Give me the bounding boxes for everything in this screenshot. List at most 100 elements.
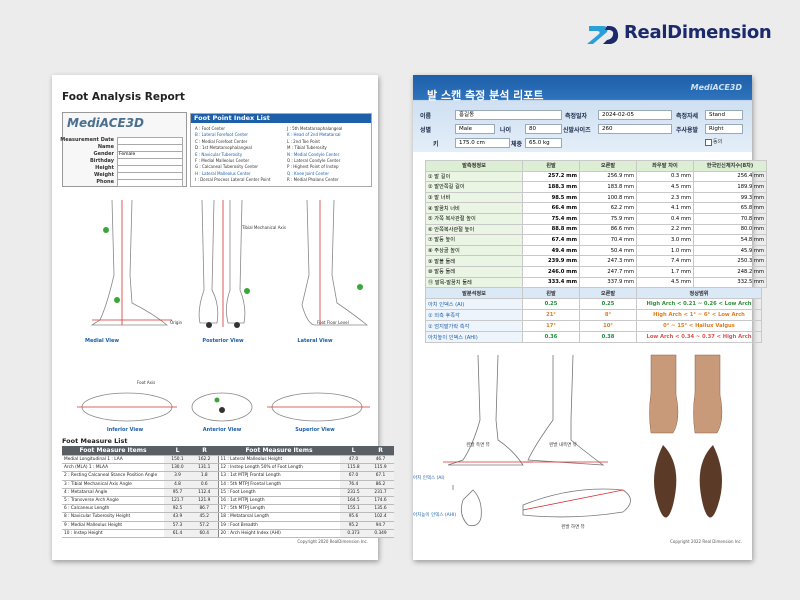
table-cell: 100.8 mm [579, 191, 637, 204]
table-cell: 189.9 mm [693, 181, 767, 193]
table-row: ① 발 길이 257.2 mm 256.9 mm 0.3 mm 256.4 mm [425, 170, 767, 183]
info-value: 260 [598, 124, 672, 134]
table-cell: 0.25 [522, 298, 580, 310]
table-row: ② 엄지발가락 측각 17° 10° 0° ~ 15° < Hallux Valgus [425, 320, 762, 332]
header-cell: R [191, 446, 218, 456]
table-cell: 155.1 [340, 504, 367, 514]
table-row: 5 : Transverse Arch Angle 121.7 121.9 16 : … [62, 496, 394, 506]
table-cell: 112.4 [191, 488, 218, 497]
table-cell: 2 : Resting Calcaneal Stance Position An… [62, 471, 164, 481]
point-index-item: C : Medial Forefoot Center [195, 138, 248, 144]
table-cell: 98.5 mm [522, 191, 580, 204]
table-cell: 94.7 [367, 521, 394, 530]
table-cell: 50.4 mm [579, 244, 637, 257]
table-cell: 95.2 [340, 521, 367, 530]
header-cell: 왼발 [522, 160, 580, 172]
table-cell: 1.0 mm [636, 244, 694, 257]
table-cell: 67.0 [340, 471, 367, 481]
point-index-item: N : Medial Condyle Center [287, 151, 340, 157]
header-cell: R [367, 446, 394, 456]
header-cell: 오른발 [579, 160, 637, 172]
table-cell: 130.0 [164, 463, 191, 473]
table-cell: 164.5 [340, 496, 367, 506]
table-cell: 239.9 mm [522, 255, 580, 267]
table-cell: ② 엄지발가락 측각 [425, 320, 523, 332]
info-value: Stand [705, 110, 743, 120]
diagram-label: 왼발 측면 뷰 [466, 443, 490, 448]
info-label: 측정자세 [676, 113, 699, 120]
table-cell: 75.9 mm [579, 212, 637, 225]
table-row: ⑤ 가쪽 복사관절 높이 75.4 mm 75.9 mm 0.4 mm 70.8 mm [425, 212, 767, 225]
table-row: ④ 발꿈치 너비 66.4 mm 62.2 mm 4.1 mm 65.8 mm [425, 202, 767, 214]
copyright: Copyright 2022 Real Dimension Inc. [670, 539, 742, 544]
point-index-item: E : Navicular Tuberosity [195, 151, 243, 157]
info-value: 80 [525, 124, 562, 134]
point-index-item: D : 1st Metatarsophalangeal [195, 145, 252, 151]
table-cell: Arch (MLA) 1 : MLAA [62, 463, 164, 473]
table-cell: 76.4 [340, 480, 367, 489]
table-cell: 248.2 mm [693, 265, 767, 278]
table-cell: 121.9 [191, 496, 218, 506]
diagram-label: Foot Axis [137, 380, 156, 385]
table-row: ② 발안쪽길 길이 188.3 mm 183.8 mm 4.5 mm 189.9 mm [425, 181, 767, 193]
table-cell: 257.2 mm [522, 170, 580, 183]
table-cell: 3 : Tibial Mechanical Axis Angle [62, 480, 164, 489]
table-cell: 88.8 mm [522, 223, 580, 236]
table-cell: 4.1 mm [636, 202, 694, 214]
field-label: Weight [94, 172, 114, 178]
table-cell: 70.8 mm [693, 212, 767, 225]
point-index-item: A : Foot Center [195, 126, 225, 131]
field-label: Measurement Date [60, 137, 114, 143]
table-cell: 0.349 [367, 529, 394, 538]
table-cell: 0° ~ 15° < Hallux Valgus [636, 320, 762, 332]
table-cell: 45.9 mm [693, 244, 767, 257]
table-cell: 10° [579, 320, 637, 332]
view-label: Posterior View [202, 338, 244, 344]
point-index-item: O : Lateral Condyle Center [287, 158, 341, 163]
measure-table: Foot Measure Items L R Foot Measure Items L R… [62, 446, 394, 538]
table-cell: ⑨ 발볼 둘레 [425, 255, 523, 267]
view-label: Superior View [295, 427, 335, 433]
info-value: Right [705, 124, 743, 134]
table-cell: 0.38 [579, 331, 637, 343]
field-label: Name [97, 144, 114, 150]
table-cell: 231.5 [340, 488, 367, 497]
consent-label: 동의 [713, 139, 723, 145]
table-cell: Low Arch < 0.34 ~ 0.37 < High Arch [636, 331, 762, 343]
table-cell: 95.6 [340, 512, 367, 522]
table-cell: 135.6 [367, 504, 394, 514]
report-title: Foot Analysis Report [62, 91, 185, 103]
field-value: Female [119, 151, 136, 157]
header-row: Foot Measure Items L R Foot Measure Items L R [62, 446, 394, 456]
table-cell: ⑥ 안쪽복사관절 높이 [425, 223, 523, 236]
point-index-title: Foot Point Index List [191, 114, 371, 123]
point-index-item: P : Highest Point of Instep [287, 164, 339, 170]
table-cell: 57.2 [191, 521, 218, 530]
table-cell: 11 : Lateral Malleolus Height [217, 455, 340, 465]
table-cell: 2.2 mm [636, 223, 694, 236]
table-cell: 0.6 [191, 480, 218, 489]
header-cell: 오른발 [579, 287, 637, 299]
table-cell: 13 : 1st MTPJ Frontal Length [217, 471, 340, 481]
point-index: Foot Point Index List A : Foot Center B : … [190, 113, 372, 187]
table-cell: 66.4 mm [522, 202, 580, 214]
table-cell: 75.4 mm [522, 212, 580, 225]
point-index-item: H : Lateral Malleolus Center [195, 170, 251, 176]
table-cell: 65.8 mm [693, 202, 767, 214]
table-cell: 7.4 mm [636, 255, 694, 267]
view-label: Inferior View [106, 427, 144, 433]
header-cell: 발측정정보 [425, 160, 523, 172]
table-row: ⑦ 발등 높이 67.4 mm 70.4 mm 3.0 mm 54.8 mm [425, 234, 767, 246]
table-cell: 150.1 [164, 455, 191, 465]
table-row: 6 : Calcaneus Length 92.5 86.7 17 : 5th MTP… [62, 504, 394, 514]
info-label: 신발사이즈 [563, 127, 591, 134]
table-cell: 61.4 [164, 529, 191, 538]
table-cell: 162.2 [191, 455, 218, 465]
header-cell: Foot Measure Items [218, 446, 340, 456]
table-cell: 18 : Metatarsal Length [217, 512, 340, 522]
info-label: 이름 [420, 113, 432, 120]
foot-views-diagram [77, 199, 370, 422]
table-cell: 12 : Instep Length 50% of Foot Length [217, 463, 340, 473]
table-cell: 67.4 mm [522, 234, 580, 246]
table-cell: 49.4 mm [522, 244, 580, 257]
